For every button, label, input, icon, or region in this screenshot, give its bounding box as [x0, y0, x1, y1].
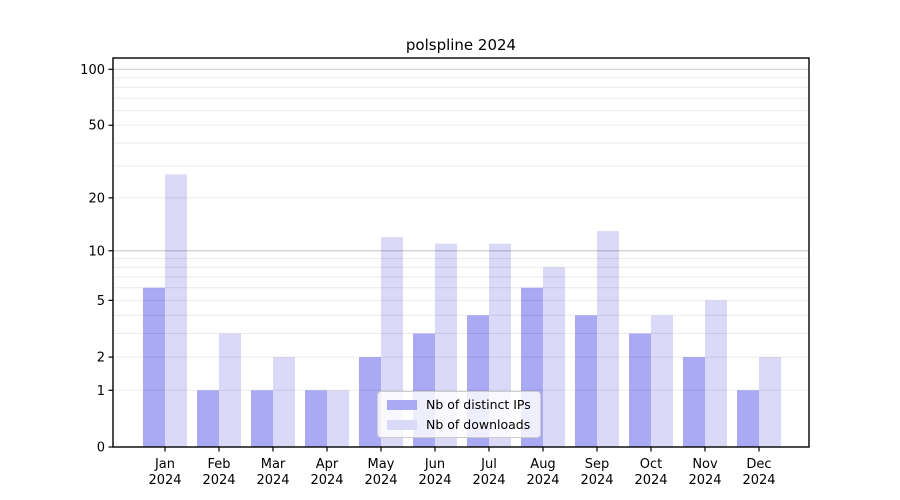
bar-downloads-aug — [543, 267, 565, 447]
bar-downloads-sep — [597, 231, 619, 447]
y-tick-label-2: 2 — [97, 351, 105, 366]
legend-swatch-distinct-ips — [387, 399, 417, 410]
x-tick-label-month-sep: Sep — [585, 457, 610, 472]
bar-downloads-feb — [219, 333, 241, 447]
legend-label-downloads: Nb of downloads — [426, 417, 531, 432]
x-tick-label-month-apr: Apr — [316, 457, 339, 472]
bar-distinct-ips-mar — [251, 390, 273, 447]
y-tick-label-100: 100 — [80, 63, 105, 78]
bar-distinct-ips-apr — [305, 390, 327, 447]
bar-distinct-ips-oct — [629, 333, 651, 447]
x-tick-label-year-sep: 2024 — [580, 473, 613, 488]
bar-downloads-apr — [327, 390, 349, 447]
bar-downloads-dec — [759, 357, 781, 447]
x-tick-label-year-apr: 2024 — [310, 473, 343, 488]
y-tick-label-50: 50 — [88, 119, 105, 134]
x-tick-label-year-jun: 2024 — [418, 473, 451, 488]
x-tick-label-month-nov: Nov — [692, 457, 718, 472]
x-tick-label-month-oct: Oct — [640, 457, 662, 472]
bar-downloads-oct — [651, 315, 673, 447]
bar-distinct-ips-dec — [737, 390, 759, 447]
y-tick-label-1: 1 — [97, 384, 105, 399]
x-tick-label-year-feb: 2024 — [202, 473, 235, 488]
x-tick-label-month-jul: Jul — [480, 457, 497, 472]
bar-downloads-nov — [705, 300, 727, 447]
x-tick-label-year-jul: 2024 — [472, 473, 505, 488]
x-tick-label-month-feb: Feb — [207, 457, 230, 472]
plot-frame — [112, 57, 810, 448]
legend: Nb of distinct IPs Nb of downloads — [377, 391, 541, 438]
bar-downloads-jan — [165, 174, 187, 447]
y-tick-label-5: 5 — [97, 294, 105, 309]
x-tick-label-month-jan: Jan — [154, 457, 175, 472]
x-tick-label-month-may: May — [368, 457, 395, 472]
x-tick-label-year-aug: 2024 — [526, 473, 559, 488]
chart-title: polspline 2024 — [405, 36, 517, 54]
y-tick-label-0: 0 — [97, 441, 105, 456]
legend-item-distinct-ips: Nb of distinct IPs — [387, 397, 531, 412]
x-tick-label-month-jun: Jun — [424, 457, 445, 472]
x-tick-label-year-dec: 2024 — [742, 473, 775, 488]
x-tick-label-year-mar: 2024 — [256, 473, 289, 488]
bar-distinct-ips-nov — [683, 357, 705, 447]
bar-distinct-ips-jan — [143, 287, 165, 447]
bar-distinct-ips-may — [359, 357, 381, 447]
x-tick-label-year-nov: 2024 — [688, 473, 721, 488]
y-tick-label-10: 10 — [88, 244, 105, 259]
x-tick-label-year-oct: 2024 — [634, 473, 667, 488]
x-tick-label-year-jan: 2024 — [148, 473, 181, 488]
x-tick-label-year-may: 2024 — [364, 473, 397, 488]
legend-swatch-downloads — [387, 419, 417, 430]
x-tick-label-month-aug: Aug — [530, 457, 555, 472]
legend-label-distinct-ips: Nb of distinct IPs — [426, 397, 531, 412]
x-tick-label-month-dec: Dec — [746, 457, 771, 472]
bar-distinct-ips-feb — [197, 390, 219, 447]
legend-item-downloads: Nb of downloads — [387, 417, 531, 432]
bar-distinct-ips-sep — [575, 315, 597, 447]
bar-downloads-mar — [273, 357, 295, 447]
x-tick-label-month-mar: Mar — [261, 457, 286, 472]
y-tick-label-20: 20 — [88, 191, 105, 206]
